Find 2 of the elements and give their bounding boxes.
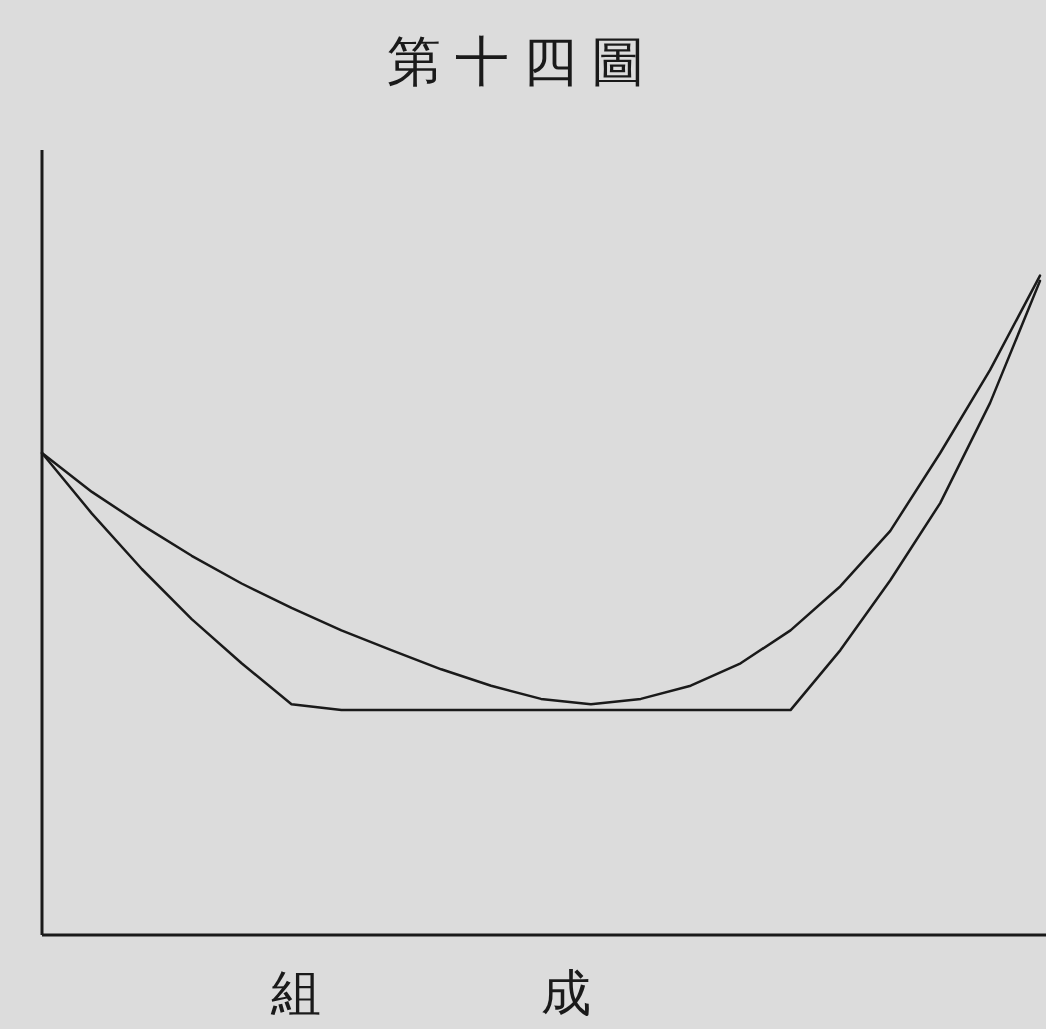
xlabel: 組成 <box>271 964 811 1022</box>
title: 第十四圖 <box>387 30 659 93</box>
